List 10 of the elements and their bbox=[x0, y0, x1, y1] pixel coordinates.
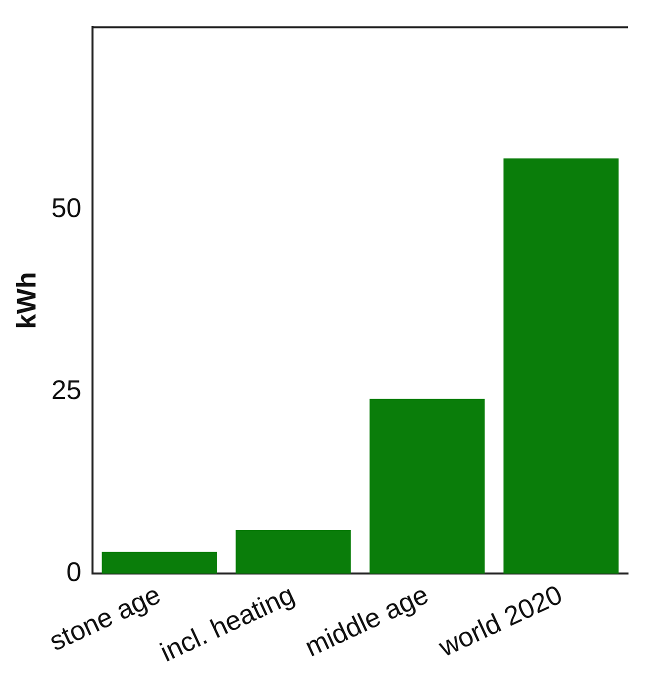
x-tick-label: middle age bbox=[300, 579, 433, 662]
bar bbox=[102, 552, 217, 574]
y-tick-label: 50 bbox=[51, 192, 82, 223]
bar bbox=[370, 398, 485, 574]
y-axis-title: kWh bbox=[12, 272, 42, 329]
bar bbox=[236, 530, 351, 574]
y-tick-label: 25 bbox=[51, 375, 82, 406]
y-tick-label: 0 bbox=[66, 557, 82, 588]
bar bbox=[503, 158, 619, 574]
x-tick-label: world 2020 bbox=[433, 579, 567, 663]
